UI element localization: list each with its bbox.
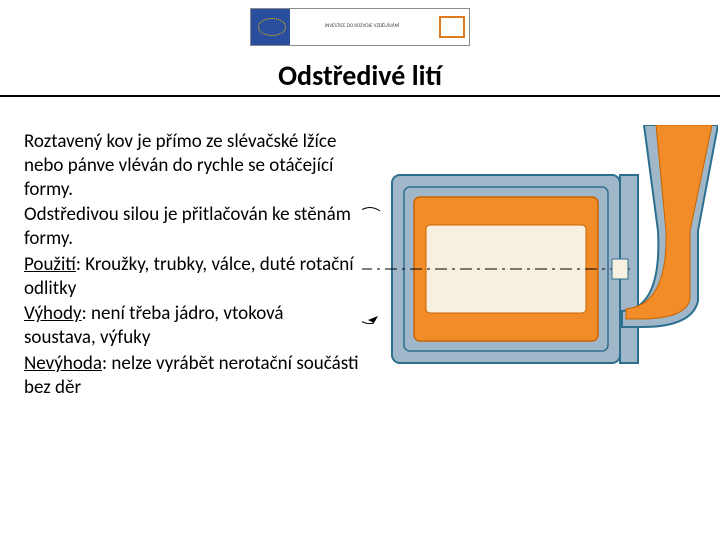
label-disadvantage: Nevýhoda	[24, 352, 102, 375]
paragraph-2: Odstředivou silou je přitlačován ke stěn…	[24, 203, 359, 251]
paragraph-5: Nevýhoda: nelze vyrábět nerotační součás…	[24, 352, 359, 400]
label-usage: Použití	[24, 253, 76, 276]
centrifugal-casting-diagram	[362, 125, 718, 425]
paragraph-1: Roztavený kov je přímo ze slévačské lžíc…	[24, 130, 359, 201]
paragraph-3: Použití: Kroužky, trubky, válce, duté ro…	[24, 253, 359, 301]
label-advantages: Výhody	[24, 302, 82, 325]
paragraph-4: Výhody: není třeba jádro, vtoková sousta…	[24, 302, 359, 350]
eu-flag-icon	[255, 15, 289, 39]
logo-caption: INVESTICE DO ROZVOJE VZDĚLÁVÁNÍ	[289, 24, 435, 30]
op-logo-icon	[439, 16, 465, 38]
page-title: Odstředivé lití	[0, 58, 720, 97]
body-text: Roztavený kov je přímo ze slévačské lžíc…	[24, 130, 359, 401]
logo-strip: INVESTICE DO ROZVOJE VZDĚLÁVÁNÍ	[250, 8, 470, 46]
